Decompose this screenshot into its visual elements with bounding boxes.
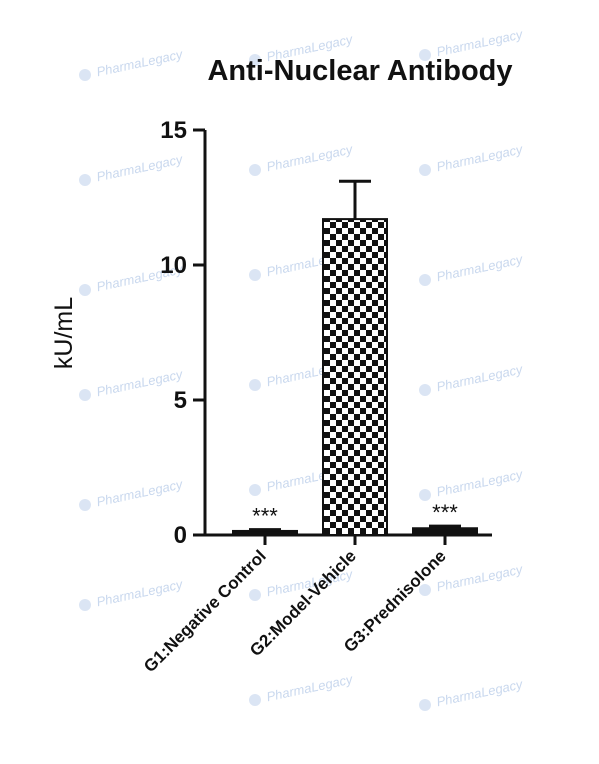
pharmalegacy-logo-icon xyxy=(79,499,91,511)
pharmalegacy-logo-icon xyxy=(79,284,91,296)
pharmalegacy-logo-icon xyxy=(419,699,431,711)
pharmalegacy-logo-icon xyxy=(249,694,261,706)
pharmalegacy-logo-icon xyxy=(249,379,261,391)
x-tick-labels: G1:Negative ControlG2:Model-VehicleG3:Pr… xyxy=(140,546,450,676)
bars: *** *** xyxy=(232,179,478,537)
watermark-text: PharmaLegacy xyxy=(435,361,525,394)
y-axis-label: kU/mL xyxy=(50,297,78,369)
watermark-text: PharmaLegacy xyxy=(95,151,185,184)
watermark-text: PharmaLegacy xyxy=(435,676,525,709)
watermark-text: PharmaLegacy xyxy=(265,141,355,174)
pharmalegacy-logo-icon xyxy=(249,589,261,601)
watermark-text: PharmaLegacy xyxy=(435,141,525,174)
y-tick-label: 10 xyxy=(160,252,187,279)
bar xyxy=(412,527,478,536)
pharmalegacy-logo-icon xyxy=(419,489,431,501)
pharmalegacy-logo-icon xyxy=(249,164,261,176)
watermark-text: PharmaLegacy xyxy=(95,576,185,609)
watermark-text: PharmaLegacy xyxy=(95,476,185,509)
pharmalegacy-logo-icon xyxy=(249,484,261,496)
watermark-text: PharmaLegacy xyxy=(95,366,185,399)
bar xyxy=(232,529,298,537)
watermark-text: PharmaLegacy xyxy=(435,466,525,499)
y-tick-label: 5 xyxy=(174,387,187,414)
pharmalegacy-logo-icon xyxy=(249,54,261,66)
chart-title: Anti-Nuclear Antibody xyxy=(207,55,512,87)
pharmalegacy-logo-icon xyxy=(79,69,91,81)
watermark-text: PharmaLegacy xyxy=(435,561,525,594)
x-tick-label: G1:Negative Control xyxy=(140,546,270,676)
y-tick-label: 15 xyxy=(160,117,187,144)
pharmalegacy-logo-icon xyxy=(79,389,91,401)
pharmalegacy-logo-icon xyxy=(419,384,431,396)
pharmalegacy-logo-icon xyxy=(419,274,431,286)
pharmalegacy-logo-icon xyxy=(79,599,91,611)
pharmalegacy-logo-icon xyxy=(419,49,431,61)
y-tick-label: 0 xyxy=(174,522,187,549)
watermark-text: PharmaLegacy xyxy=(265,671,355,704)
watermark-text: PharmaLegacy xyxy=(95,46,185,79)
bar xyxy=(322,218,388,536)
significance-label: *** xyxy=(432,500,458,525)
pharmalegacy-logo-icon xyxy=(249,269,261,281)
pharmalegacy-logo-icon xyxy=(419,164,431,176)
pharmalegacy-logo-icon xyxy=(419,584,431,596)
significance-label: *** xyxy=(252,504,278,529)
watermark-text: PharmaLegacy xyxy=(435,251,525,284)
pharmalegacy-logo-icon xyxy=(79,174,91,186)
